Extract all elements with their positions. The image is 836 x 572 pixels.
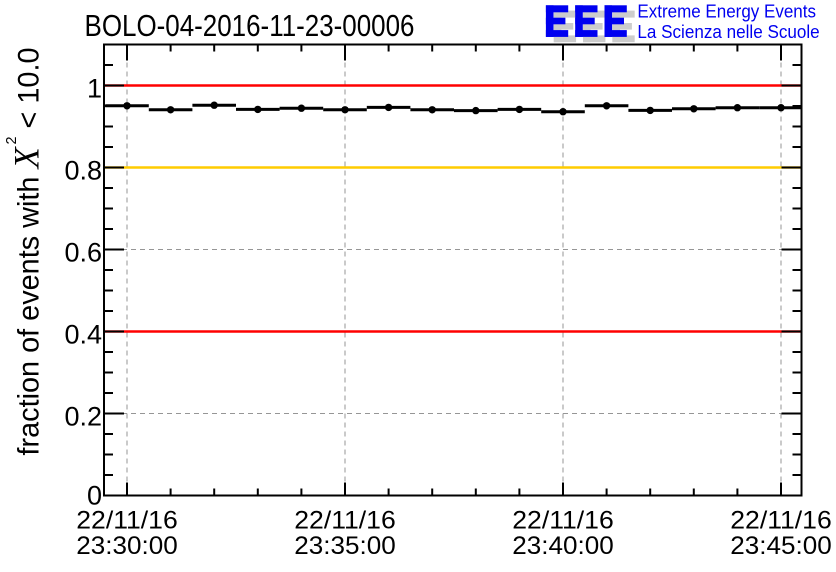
svg-text:22/11/16: 22/11/16 <box>294 507 396 535</box>
svg-text:0.6: 0.6 <box>64 238 102 268</box>
svg-text:Extreme Energy Events: Extreme Energy Events <box>637 2 816 22</box>
svg-text:22/11/16: 22/11/16 <box>76 507 178 535</box>
svg-text:22/11/16: 22/11/16 <box>512 507 614 535</box>
svg-text:22/11/16: 22/11/16 <box>730 507 832 535</box>
svg-text:1: 1 <box>87 74 102 104</box>
svg-text:La Scienza nelle Scuole: La Scienza nelle Scuole <box>637 22 819 42</box>
svg-text:0.4: 0.4 <box>64 320 102 350</box>
svg-text:0: 0 <box>87 481 102 511</box>
svg-text:23:45:00: 23:45:00 <box>730 532 832 560</box>
svg-text:BOLO-04-2016-11-23-00006: BOLO-04-2016-11-23-00006 <box>85 8 415 43</box>
svg-text:23:40:00: 23:40:00 <box>512 532 614 560</box>
svg-text:0.8: 0.8 <box>64 156 102 186</box>
svg-text:23:30:00: 23:30:00 <box>76 532 178 560</box>
svg-text:0.2: 0.2 <box>64 402 102 432</box>
svg-text:23:35:00: 23:35:00 <box>294 532 396 560</box>
